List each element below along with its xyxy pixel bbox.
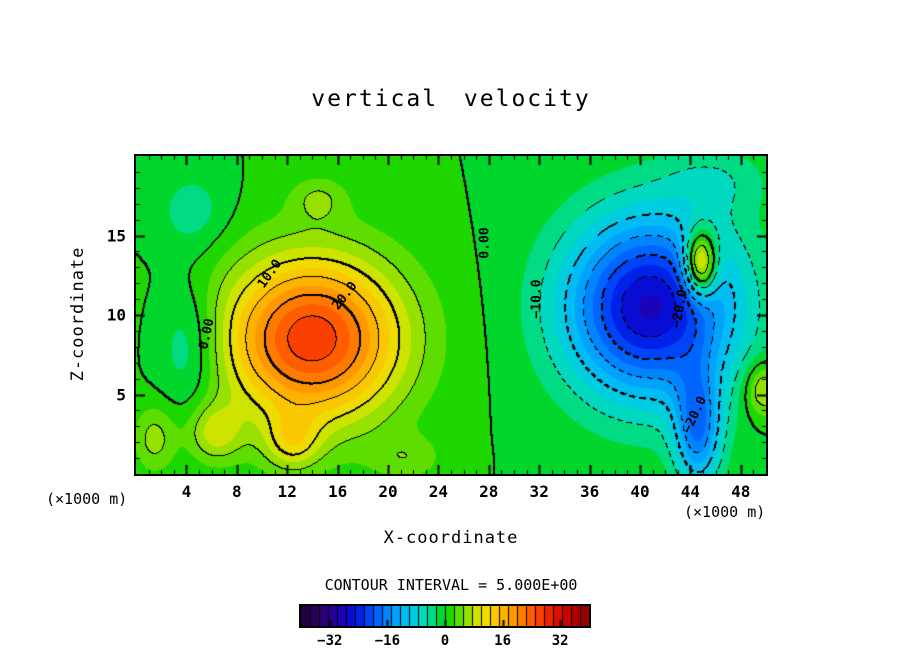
x-tick-label: 4 [181, 482, 192, 501]
chart-title: vertical velocity [311, 86, 591, 112]
x-tick-label: 8 [231, 482, 242, 501]
y-axis-units: (×1000 m) [46, 490, 128, 508]
x-axis-units: (×1000 m) [684, 503, 766, 521]
x-tick-label: 40 [630, 482, 650, 501]
colorbar-tick-label: 32 [551, 633, 569, 649]
x-tick-label: 20 [378, 482, 398, 501]
colorbar-canvas [301, 606, 589, 626]
colorbar-tick-label: 16 [494, 633, 512, 649]
contour-label: 0.00 [477, 227, 493, 260]
z-tick-label: 15 [106, 226, 126, 245]
x-tick-label: 24 [428, 482, 449, 501]
x-tick-label: 32 [529, 482, 549, 501]
colorbar-tick-label: 0 [440, 633, 450, 649]
z-tick-label: 5 [116, 385, 126, 404]
x-tick-label: 16 [327, 482, 348, 501]
x-tick-label: 12 [277, 482, 297, 501]
x-tick-label: 44 [680, 482, 701, 501]
contour-label: −10.0 [529, 279, 545, 319]
z-tick-label: 10 [106, 305, 126, 325]
contour-interval-text: CONTOUR INTERVAL = 5.000E+00 [324, 576, 578, 594]
x-tick-label: 28 [479, 482, 499, 501]
contour-plot-canvas [136, 156, 766, 474]
colorbar-tick-label: −16 [374, 633, 401, 649]
plot-area: 0.00 10.0 20.0 0.00 −10.0 −20.0 −20.0 [134, 154, 768, 476]
colorbar-tick-label: −32 [317, 633, 343, 649]
colorbar [299, 604, 591, 628]
x-tick-label: 36 [579, 482, 600, 501]
y-axis-label: Z-coordinate [68, 246, 88, 382]
x-axis-label: X-coordinate [383, 528, 519, 548]
x-tick-label: 48 [731, 482, 751, 501]
